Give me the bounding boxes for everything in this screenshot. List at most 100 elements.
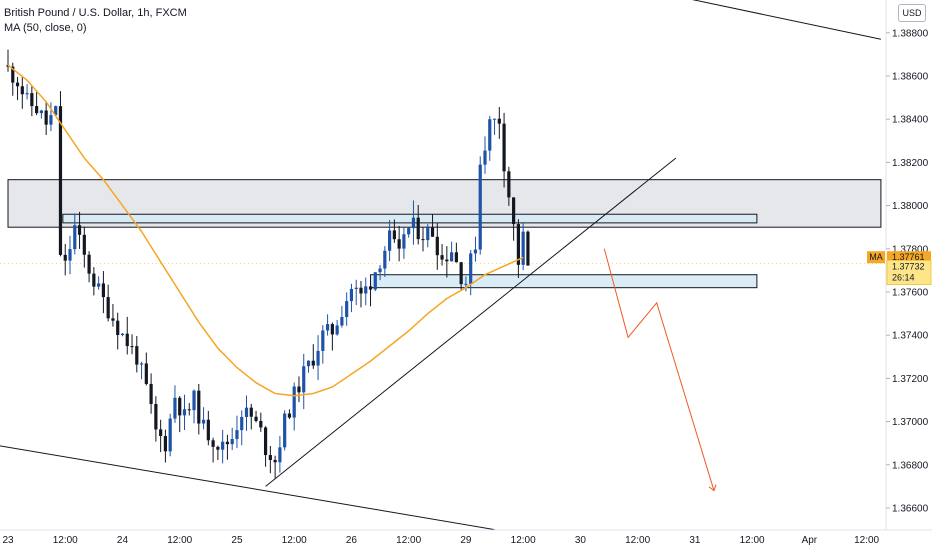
candle (521, 223, 525, 271)
candle-body (325, 324, 330, 331)
candle (507, 166, 511, 206)
candle (111, 304, 115, 327)
y-tick-label: 1.36600 (892, 504, 929, 515)
candle-body (244, 407, 249, 417)
x-tick-label: 25 (231, 535, 243, 546)
candle-body (430, 227, 435, 237)
upper-channel-line (691, 0, 882, 40)
candle (388, 219, 392, 262)
candle (345, 292, 349, 326)
candle-body (77, 225, 82, 235)
y-tick-label: 1.36800 (892, 460, 929, 471)
candle (488, 115, 492, 161)
candle-body (263, 427, 268, 456)
candle (163, 429, 168, 463)
candle-body (30, 93, 34, 107)
candle (516, 219, 520, 278)
y-tick-label: 1.38200 (892, 158, 929, 169)
candle-body (268, 455, 272, 460)
candle-body (139, 363, 144, 365)
last-price-tag: 1.37732 (892, 261, 925, 271)
candle (287, 409, 292, 420)
candle (268, 445, 272, 474)
candle-body (154, 403, 158, 430)
candle (273, 455, 277, 479)
candle-body (116, 320, 120, 335)
candle-body (516, 224, 520, 265)
candle-body (35, 106, 39, 114)
candle-body (345, 301, 349, 318)
candle-body (149, 383, 153, 404)
candle (149, 373, 153, 414)
candle-body (87, 254, 91, 274)
candle-body (120, 333, 125, 335)
projection-path (603, 248, 715, 491)
candle (450, 241, 454, 262)
candle-body (330, 324, 334, 335)
x-tick-label: 12:00 (167, 535, 192, 546)
candle-body (454, 252, 458, 263)
candle (144, 352, 148, 386)
plot-area (0, 0, 886, 530)
candle-body (335, 325, 339, 335)
candle-body (450, 252, 454, 262)
candle-body (435, 236, 439, 256)
candle (97, 276, 101, 290)
candle (120, 333, 125, 337)
candle-body (373, 272, 377, 290)
candle (402, 226, 406, 259)
y-tick-label: 1.37000 (892, 417, 929, 428)
x-tick-label: 12:00 (854, 535, 879, 546)
ma-line (7, 64, 524, 397)
candle (178, 396, 182, 433)
symbol-title: British Pound / U.S. Dollar, 1h, FXCM (4, 7, 187, 19)
candle-body (287, 413, 292, 418)
candle (359, 280, 363, 308)
candle (335, 320, 339, 336)
candle (44, 101, 48, 135)
candle-body (316, 350, 320, 366)
candle (321, 325, 325, 364)
candle-body (302, 366, 306, 393)
candle (240, 410, 244, 446)
candle (330, 322, 334, 351)
x-tick-label: 12:00 (396, 535, 421, 546)
y-tick-label: 1.37200 (892, 374, 929, 385)
candle-body (187, 409, 191, 411)
candle-body (106, 297, 110, 319)
candle-body (421, 239, 425, 241)
candle (445, 246, 449, 278)
x-tick-label: 29 (460, 535, 472, 546)
candle-body (364, 286, 368, 294)
candle (383, 246, 387, 277)
x-tick-label: 30 (575, 535, 587, 546)
candle (512, 197, 516, 241)
candle-body (25, 93, 29, 95)
y-tick-label: 1.38400 (892, 115, 929, 126)
candle-body (340, 317, 344, 326)
candle (25, 84, 29, 100)
candle-body (197, 390, 201, 424)
candle-body (130, 346, 134, 348)
chart-legend: British Pound / U.S. Dollar, 1h, FXCM MA… (4, 6, 187, 36)
currency-button[interactable]: USD (898, 4, 926, 22)
candle-body (135, 346, 139, 365)
candle-body (483, 150, 487, 165)
candle-countdown: 26:14 (892, 272, 915, 282)
candle (187, 403, 191, 416)
candle-body (497, 118, 501, 124)
x-tick-label: 12:00 (740, 535, 765, 546)
candle (459, 261, 463, 291)
candle-body (58, 106, 63, 255)
candle-body (235, 430, 239, 439)
candle-body (383, 250, 387, 269)
candle-body (507, 171, 511, 198)
candle (221, 429, 225, 464)
candle-body (426, 227, 430, 241)
candle-body (249, 407, 253, 417)
resistance-box (62, 213, 758, 224)
candle-body (49, 115, 53, 125)
candle (392, 219, 396, 243)
candle (297, 376, 301, 403)
